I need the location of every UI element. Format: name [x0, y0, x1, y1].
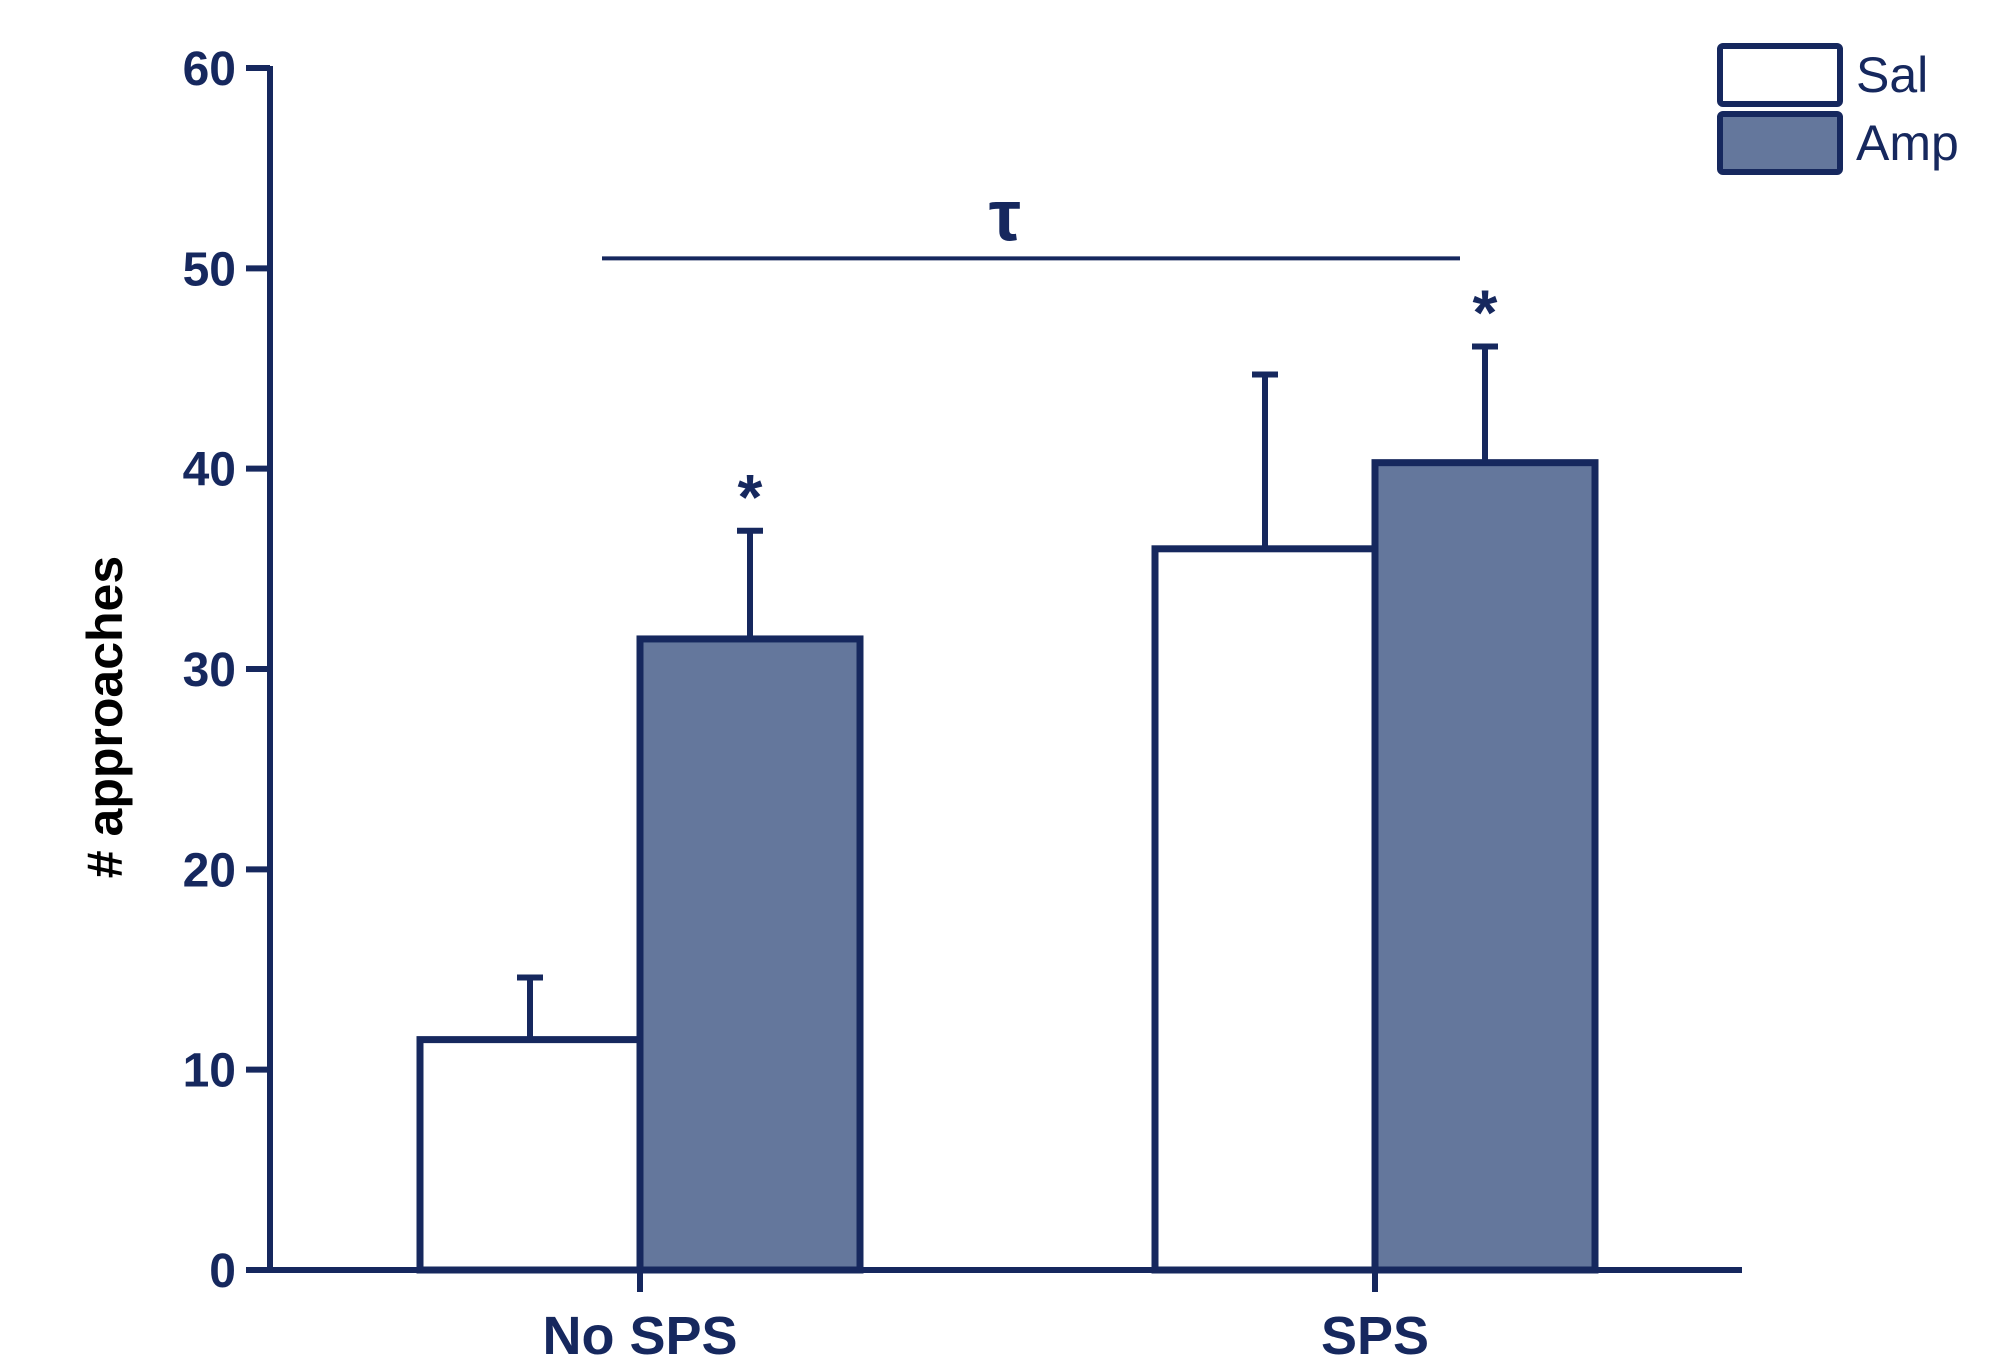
y-tick-label: 50 — [183, 243, 236, 296]
significance-asterisk: * — [1473, 276, 1498, 348]
significance-symbol: τ — [989, 176, 1021, 256]
bars — [416, 343, 1599, 1274]
y-tick-label: 0 — [209, 1245, 236, 1298]
bar-amp — [636, 635, 864, 1274]
legend-swatch-amp — [1717, 111, 1843, 175]
bar-sal — [416, 1036, 644, 1274]
y-tick-label: 40 — [183, 444, 236, 497]
x-tick-label: SPS — [1321, 1306, 1429, 1359]
y-axis-label: # approaches — [77, 556, 133, 878]
significance-asterisk: * — [738, 461, 763, 533]
legend-swatch-sal — [1717, 43, 1843, 107]
bar-sal — [1151, 545, 1379, 1274]
bar-amp — [1371, 459, 1599, 1274]
legend-label: Amp — [1856, 115, 1959, 171]
x-tick-label: No SPS — [542, 1306, 737, 1359]
legend: Sal Amp — [1717, 43, 1959, 175]
y-tick-label: 60 — [183, 43, 236, 96]
y-tick-label: 10 — [183, 1045, 236, 1098]
annotations: * * τ — [602, 176, 1498, 533]
y-tick-label: 20 — [183, 844, 236, 897]
legend-label: Sal — [1856, 47, 1928, 103]
y-tick-label: 30 — [183, 644, 236, 697]
